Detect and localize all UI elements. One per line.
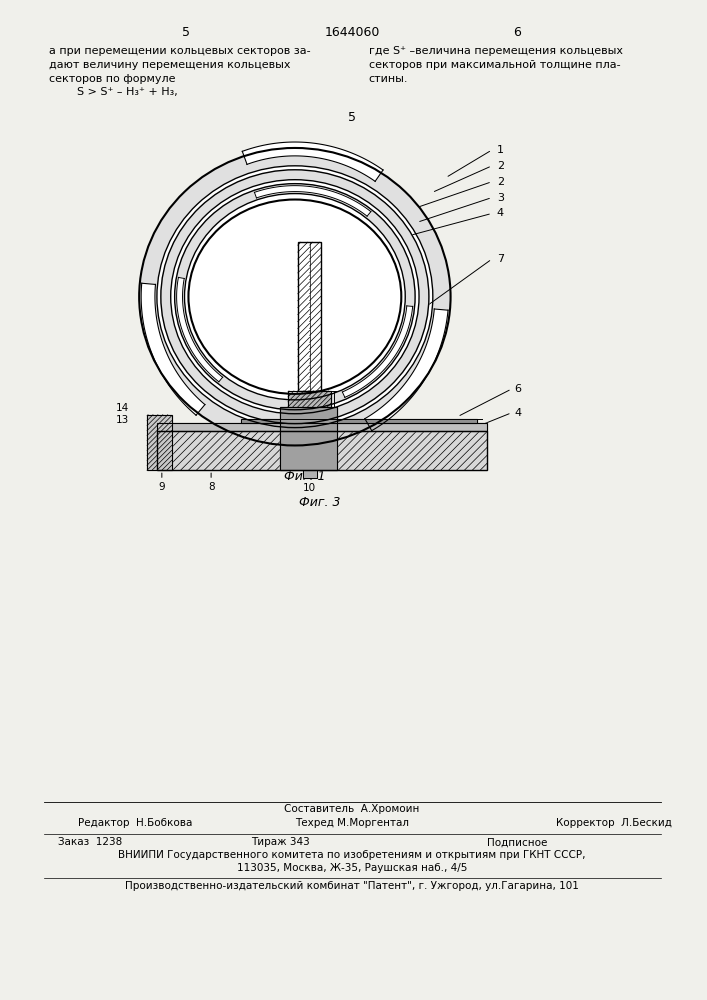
Bar [303, 470, 317, 478]
Bar [298, 242, 322, 391]
Ellipse shape [139, 148, 450, 445]
Text: Редактор  Н.Бобкова: Редактор Н.Бобкова [78, 818, 192, 828]
Text: 6: 6 [513, 26, 520, 39]
Bar [157, 423, 487, 431]
Bar [280, 407, 337, 470]
Text: 4: 4 [497, 208, 504, 218]
Bar [288, 391, 332, 407]
Bar [157, 431, 487, 470]
Text: 7: 7 [497, 254, 504, 264]
Text: Техред М.Моргентал: Техред М.Моргентал [295, 818, 409, 828]
Text: 3: 3 [497, 193, 504, 203]
Text: 8: 8 [208, 482, 214, 492]
Bar [157, 431, 487, 470]
Polygon shape [243, 142, 383, 181]
Text: Подписное: Подписное [487, 837, 547, 847]
Text: Составитель  А.Хромоин: Составитель А.Хромоин [284, 804, 420, 814]
Bar [288, 391, 332, 407]
Ellipse shape [185, 194, 405, 400]
Text: S > S⁺ – H₃⁺ + H₃,: S > S⁺ – H₃⁺ + H₃, [49, 87, 177, 97]
Text: 1644060: 1644060 [325, 26, 380, 39]
Text: 9: 9 [158, 482, 165, 492]
Ellipse shape [139, 148, 450, 445]
Text: а при перемещении кольцевых секторов за-: а при перемещении кольцевых секторов за- [49, 46, 310, 56]
Text: стины.: стины. [369, 74, 408, 84]
Polygon shape [141, 283, 205, 415]
Text: 1: 1 [497, 145, 504, 155]
Bar [157, 423, 487, 431]
Text: 14: 14 [116, 403, 129, 413]
Text: 12: 12 [346, 232, 361, 242]
Text: Производственно-издательский комбинат "Патент", г. Ужгород, ул.Гагарина, 101: Производственно-издательский комбинат "П… [125, 881, 579, 891]
Text: 13: 13 [116, 415, 129, 425]
Text: 5: 5 [245, 372, 252, 382]
Text: Заказ  1238: Заказ 1238 [59, 837, 122, 847]
Text: секторов по формуле: секторов по формуле [49, 74, 175, 84]
Ellipse shape [175, 184, 415, 410]
Text: Н3: Н3 [339, 394, 353, 404]
Polygon shape [342, 306, 413, 397]
Bar [280, 407, 337, 470]
Text: 113035, Москва, Ж-35, Раушская наб., 4/5: 113035, Москва, Ж-35, Раушская наб., 4/5 [237, 863, 467, 873]
Bar [240, 419, 477, 423]
Text: 4: 4 [515, 408, 522, 418]
Bar [303, 470, 317, 478]
Text: дают величину перемещения кольцевых: дают величину перемещения кольцевых [49, 60, 290, 70]
Ellipse shape [189, 200, 402, 394]
Polygon shape [255, 186, 371, 216]
Text: Фиг. 1: Фиг. 1 [284, 470, 325, 483]
Bar [298, 242, 322, 391]
Text: 11: 11 [271, 214, 285, 224]
Text: Фиг. 3: Фиг. 3 [299, 496, 340, 509]
Bar [147, 415, 172, 470]
Polygon shape [365, 309, 448, 431]
Text: секторов при максимальной толщине пла-: секторов при максимальной толщине пла- [369, 60, 621, 70]
Text: 10: 10 [303, 483, 316, 493]
Text: 2: 2 [497, 161, 504, 171]
Text: где S⁺ –величина перемещения кольцевых: где S⁺ –величина перемещения кольцевых [369, 46, 623, 56]
Text: ВНИИПИ Государственного комитета по изобретениям и открытиям при ГКНТ СССР,: ВНИИПИ Государственного комитета по изоб… [118, 850, 586, 860]
Ellipse shape [161, 170, 429, 424]
Bar [147, 415, 172, 470]
Text: 2: 2 [497, 177, 504, 187]
Ellipse shape [157, 166, 433, 428]
Bar [240, 419, 477, 423]
Ellipse shape [170, 180, 419, 414]
Text: Тираж 343: Тираж 343 [251, 837, 310, 847]
Text: 6: 6 [515, 384, 522, 394]
Text: Корректор  Л.Бескид: Корректор Л.Бескид [556, 818, 672, 828]
Text: 5: 5 [348, 111, 356, 124]
Text: 5: 5 [182, 26, 190, 39]
Polygon shape [177, 277, 223, 382]
